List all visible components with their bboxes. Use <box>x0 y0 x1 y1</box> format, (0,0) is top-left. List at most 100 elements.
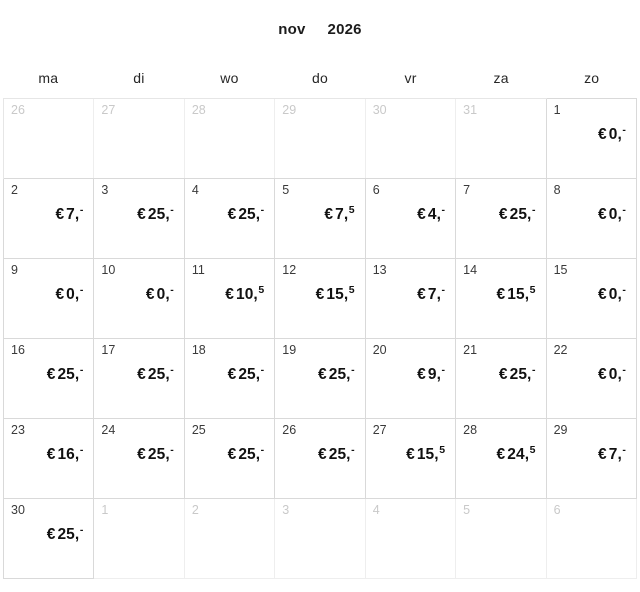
day-number: 30 <box>372 103 387 117</box>
calendar-day-cell[interactable]: 14 €15,5 <box>456 259 547 339</box>
day-number: 6 <box>372 183 380 197</box>
price-fraction: - <box>441 283 446 296</box>
currency-symbol: € <box>498 206 508 223</box>
day-number: 21 <box>463 343 478 357</box>
day-number: 5 <box>282 183 290 197</box>
currency-symbol: € <box>324 206 334 223</box>
calendar-day-cell[interactable]: 30 €25,- <box>4 499 95 579</box>
day-number: 18 <box>191 343 206 357</box>
currency-symbol: € <box>315 286 325 303</box>
currency-symbol: € <box>137 206 146 223</box>
calendar-day-cell[interactable]: 26 €25,- <box>275 419 366 499</box>
price-fraction: - <box>441 363 446 376</box>
day-price: €25,- <box>456 363 536 384</box>
day-price: €7,- <box>366 283 446 304</box>
price-amount: 25, <box>509 366 532 383</box>
calendar-day-cell[interactable]: 19 €25,- <box>275 339 366 419</box>
price-fraction: - <box>79 283 84 296</box>
calendar-day-cell[interactable]: 17 €25,- <box>94 339 185 419</box>
day-price: €25,- <box>185 365 265 384</box>
day-price: €25,- <box>94 365 174 384</box>
calendar-day-cell[interactable]: 22 €0,- <box>546 339 637 419</box>
day-number: 20 <box>372 343 387 357</box>
weekday-header-vr: vr <box>404 70 417 86</box>
price-amount: 25, <box>147 446 170 463</box>
currency-symbol: € <box>598 286 607 303</box>
day-number: 5 <box>463 503 471 517</box>
price-fraction: - <box>622 283 626 296</box>
calendar-day-cell[interactable]: 6 €4,- <box>365 179 457 259</box>
calendar-day-cell[interactable]: 21 €25,- <box>456 339 547 419</box>
calendar-day-cell[interactable]: 27 €15,5 <box>365 419 457 499</box>
currency-symbol: € <box>227 366 237 383</box>
calendar-day-cell[interactable]: 25 €25,- <box>184 419 276 499</box>
calendar-day-cell[interactable]: 24 €25,- <box>94 419 185 499</box>
calendar-day-cell: 2 <box>184 499 276 579</box>
day-price: €7,- <box>547 445 626 464</box>
calendar-day-cell[interactable]: 15 €0,- <box>546 259 637 339</box>
calendar-day-cell[interactable]: 5 €7,5 <box>275 179 366 259</box>
calendar-day-cell[interactable]: 23 €16,- <box>4 419 95 499</box>
price-fraction: 5 <box>348 283 355 296</box>
day-number: 24 <box>101 423 116 437</box>
day-number: 4 <box>191 183 199 197</box>
calendar-day-cell: 30 <box>365 99 457 179</box>
price-fraction: 5 <box>529 283 536 296</box>
calendar-day-cell[interactable]: 12 €15,5 <box>275 259 366 339</box>
price-fraction: - <box>351 363 355 376</box>
calendar-day-cell[interactable]: 2 €7,- <box>4 179 95 259</box>
price-amount: 7, <box>335 206 349 223</box>
price-fraction: - <box>79 203 84 216</box>
price-fraction: - <box>170 443 174 456</box>
day-number: 10 <box>101 263 116 277</box>
day-price: €25,- <box>185 205 265 224</box>
day-number: 14 <box>463 263 478 277</box>
calendar-day-cell[interactable]: 16 €25,- <box>4 339 95 419</box>
calendar-day-cell[interactable]: 3 €25,- <box>94 179 185 259</box>
price-fraction: 5 <box>529 443 536 456</box>
day-price: €25,- <box>4 365 84 384</box>
calendar-day-cell[interactable]: 4 €25,- <box>184 179 276 259</box>
price-fraction: 5 <box>258 283 265 296</box>
day-number: 31 <box>463 103 478 117</box>
currency-symbol: € <box>46 446 56 463</box>
day-number: 17 <box>101 343 116 357</box>
day-number: 19 <box>282 343 297 357</box>
day-number: 13 <box>372 263 387 277</box>
price-fraction: 5 <box>439 443 446 456</box>
day-price: €10,5 <box>185 283 265 304</box>
price-amount: 25, <box>328 446 351 463</box>
price-fraction: - <box>170 283 174 296</box>
currency-symbol: € <box>598 126 607 143</box>
calendar-day-cell[interactable]: 13 €7,- <box>365 259 457 339</box>
price-fraction: - <box>622 123 626 136</box>
calendar-day-cell[interactable]: 20 €9,- <box>365 339 457 419</box>
price-amount: 4, <box>427 206 442 223</box>
day-number: 26 <box>11 103 25 117</box>
calendar-year-label: 2026 <box>327 20 362 38</box>
price-amount: 0, <box>608 366 622 383</box>
calendar-day-cell[interactable]: 18 €25,- <box>184 339 276 419</box>
day-price: €0,- <box>547 205 626 224</box>
day-price: €25,- <box>185 445 265 464</box>
calendar-day-cell[interactable]: 7 €25,- <box>456 179 547 259</box>
day-number: 2 <box>11 183 18 197</box>
calendar-day-cell[interactable]: 11 €10,5 <box>184 259 276 339</box>
price-amount: 0, <box>608 206 622 223</box>
calendar-day-cell[interactable]: 9 €0,- <box>4 259 95 339</box>
day-number: 26 <box>282 423 297 437</box>
price-amount: 7, <box>608 446 622 463</box>
calendar-day-cell[interactable]: 1 €0,- <box>546 99 637 179</box>
calendar-day-cell[interactable]: 29 €7,- <box>546 419 637 499</box>
price-fraction: - <box>531 363 536 376</box>
weekday-header-ma: ma <box>38 70 59 86</box>
day-price: €15,5 <box>366 443 446 464</box>
calendar-day-cell[interactable]: 10 €0,- <box>94 259 185 339</box>
calendar-day-cell[interactable]: 8 €0,- <box>546 179 637 259</box>
price-amount: 7, <box>66 206 80 223</box>
calendar-day-cell[interactable]: 28 €24,5 <box>456 419 547 499</box>
price-amount: 15, <box>326 286 349 303</box>
price-amount: 25, <box>147 206 170 223</box>
day-number: 8 <box>553 183 561 197</box>
